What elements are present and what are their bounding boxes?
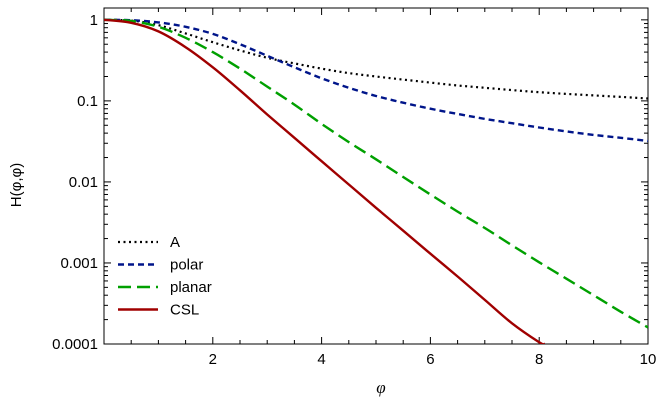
series-lines (104, 18, 648, 344)
y-tick-label: 0.0001 (52, 336, 98, 353)
series-line-planar (104, 18, 648, 329)
series-line-a (104, 18, 648, 100)
series-line-polar (104, 18, 648, 143)
x-tick-label: 10 (640, 351, 657, 368)
x-axis-label: φ (376, 378, 385, 397)
y-tick-label: 1 (90, 12, 98, 29)
legend-label-csl: CSL (170, 302, 199, 319)
legend-label-polar: polar (170, 257, 203, 274)
legend-label-planar: planar (170, 279, 212, 296)
y-tick-label: 0.001 (60, 255, 98, 272)
axes: 2 4 6 8 10 1 0.1 0.01 0.001 0.0001 (52, 7, 657, 368)
x-tick-label: 2 (209, 351, 217, 368)
x-tick-label: 6 (426, 351, 434, 368)
y-tick-label: 0.01 (69, 174, 98, 191)
legend-label-a: A (170, 234, 180, 251)
y-axis-label: H(φ,φ) (8, 163, 25, 207)
x-tick-label: 4 (317, 351, 325, 368)
x-tick-label: 8 (535, 351, 543, 368)
y-tick-label: 0.1 (77, 93, 98, 110)
series-line-csl (104, 18, 545, 344)
